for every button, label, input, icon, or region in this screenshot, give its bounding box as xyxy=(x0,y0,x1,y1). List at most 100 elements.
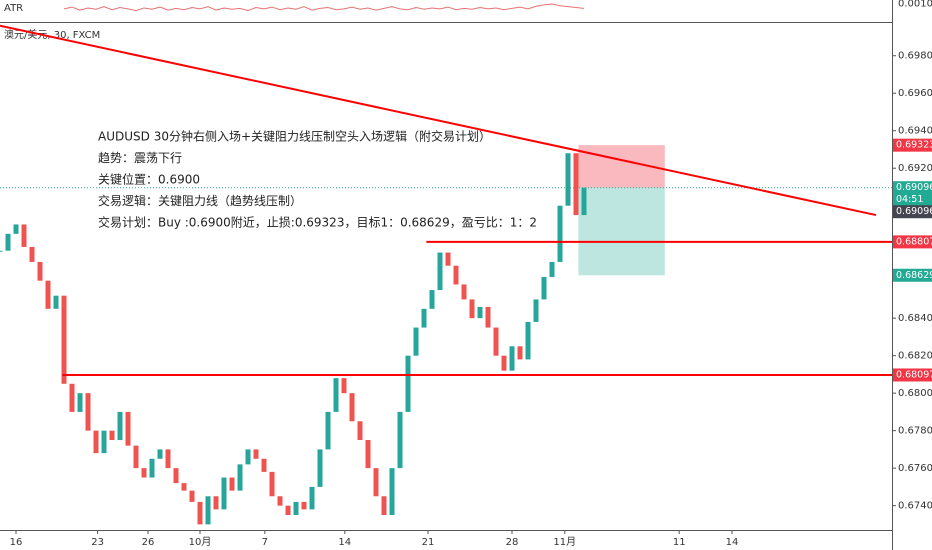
candle xyxy=(477,306,483,319)
annotation-line: 趋势：震荡下行 xyxy=(98,151,182,165)
candle xyxy=(453,265,459,285)
candle xyxy=(525,321,531,360)
annotation-line: AUDUSD 30分钟右侧入场+关键阻力线压制空头入场逻辑（附交易计划） xyxy=(98,129,491,144)
annotation-line: 交易逻辑：关键阻力线（趋势线压制） xyxy=(98,193,302,208)
countdown-tag: 04:51 xyxy=(896,194,923,205)
crosshair-price-tag: 0.69096 xyxy=(896,206,932,217)
candle xyxy=(197,501,203,525)
candle xyxy=(141,468,147,478)
y-tick-label: 0.67400 xyxy=(898,501,932,512)
level-price-tag-bg xyxy=(893,368,932,382)
candle xyxy=(13,224,19,234)
candle xyxy=(517,346,523,360)
candle xyxy=(373,468,379,497)
stop-price-tag-bg xyxy=(893,138,932,152)
candle xyxy=(533,299,539,322)
x-tick-label: 10月 xyxy=(189,536,212,548)
x-tick-label: 16 xyxy=(10,537,23,548)
candle xyxy=(21,224,27,247)
stop-price-tag: 0.69323 xyxy=(896,140,932,151)
candle xyxy=(229,477,235,491)
candle xyxy=(93,430,99,454)
candle xyxy=(501,355,507,371)
candle xyxy=(421,308,427,328)
candle xyxy=(213,496,219,510)
candle xyxy=(0,250,3,252)
candle xyxy=(333,378,339,412)
level-price-tag: 0.68097 xyxy=(896,369,932,380)
candle xyxy=(405,355,411,412)
candle xyxy=(493,327,499,356)
x-tick-label: 14 xyxy=(338,537,351,548)
candle xyxy=(357,421,363,441)
candle xyxy=(77,393,83,412)
last-price-tag-bg xyxy=(893,181,932,195)
candle xyxy=(485,306,491,328)
candle xyxy=(437,252,443,291)
target-zone xyxy=(578,187,665,276)
x-tick-label: 11月 xyxy=(553,536,576,548)
annotation-line: 关键位置：0.6900 xyxy=(98,172,200,187)
candle xyxy=(29,246,35,262)
candle xyxy=(549,261,555,277)
x-tick-label: 14 xyxy=(726,537,739,548)
candle xyxy=(69,383,75,412)
candle xyxy=(341,378,347,394)
candle xyxy=(565,153,571,206)
candle xyxy=(205,496,211,525)
candle xyxy=(173,468,179,484)
candle xyxy=(397,411,403,469)
candle xyxy=(149,458,155,478)
candle xyxy=(557,205,563,262)
candle xyxy=(61,295,67,384)
candle xyxy=(117,411,123,441)
candle xyxy=(133,445,139,469)
candle xyxy=(381,496,387,516)
candle xyxy=(181,483,187,491)
candle xyxy=(157,449,163,459)
candle xyxy=(189,490,195,502)
annotation-line: 交易计划：Buy :0.6900附近，止损:0.69323，目标1：0.6862… xyxy=(98,215,537,230)
candle xyxy=(413,327,419,356)
level-price-tag: 0.68807 xyxy=(896,236,932,247)
candle xyxy=(445,252,451,266)
candle xyxy=(325,411,331,450)
candle xyxy=(45,280,51,309)
candle xyxy=(581,187,587,216)
candle xyxy=(165,449,171,469)
candle xyxy=(53,295,59,309)
candle xyxy=(365,440,371,469)
indicator-name: ATR xyxy=(4,3,23,14)
target-price-tag-bg xyxy=(893,268,932,282)
x-tick-label: 11 xyxy=(673,537,686,548)
candle xyxy=(461,284,467,300)
candle xyxy=(253,449,259,459)
candle xyxy=(5,233,11,251)
candle xyxy=(237,464,243,491)
candle xyxy=(245,449,251,465)
candle xyxy=(317,449,323,487)
x-tick-label: 7 xyxy=(262,537,268,548)
candle xyxy=(277,496,283,506)
candle xyxy=(85,393,91,431)
candle xyxy=(429,290,435,309)
candle xyxy=(573,153,579,216)
crosshair-price-tag-bg xyxy=(893,205,932,219)
candle xyxy=(301,501,307,510)
candle xyxy=(469,299,475,319)
last-price-tag: 0.69096 xyxy=(896,182,932,193)
candle xyxy=(101,430,107,454)
atr-line xyxy=(63,3,585,12)
x-tick-label: 28 xyxy=(506,537,519,548)
target-price-tag: 0.68629 xyxy=(896,270,932,281)
